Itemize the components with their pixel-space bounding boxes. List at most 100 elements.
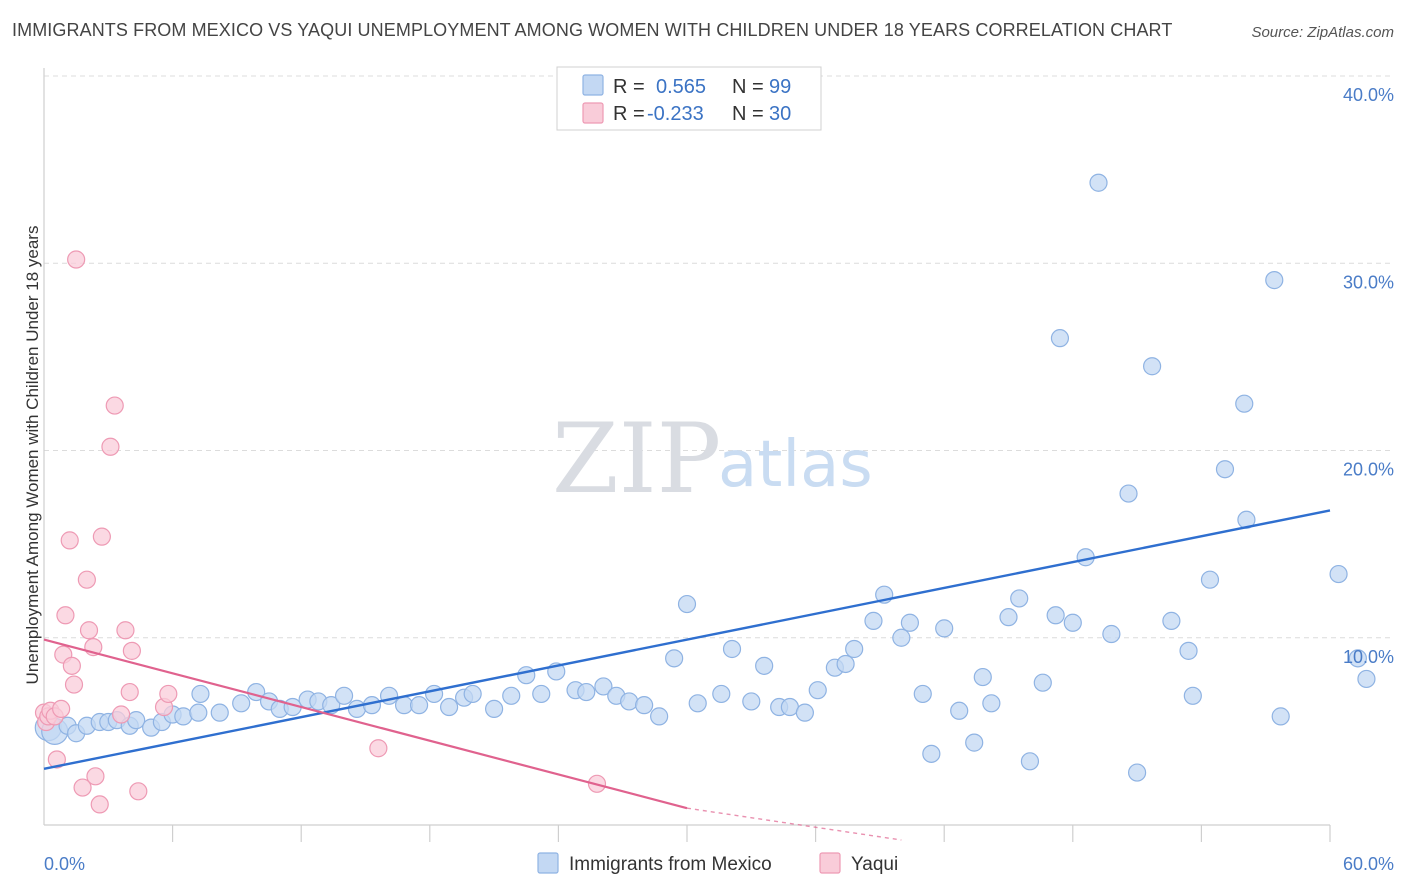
point-yaqui <box>92 527 111 546</box>
point-yaqui <box>67 250 86 269</box>
y-axis-label: Unemployment Among Women with Children U… <box>23 226 42 685</box>
point-mexico <box>1020 752 1040 771</box>
point-mexico <box>965 733 984 752</box>
point-mexico <box>1102 624 1121 644</box>
point-mexico <box>1127 763 1147 782</box>
point-mexico <box>1089 173 1108 192</box>
point-mexico <box>635 696 654 715</box>
point-mexico <box>594 677 613 696</box>
point-mexico <box>1143 357 1162 376</box>
point-mexico <box>1046 606 1065 625</box>
point-yaqui <box>120 682 139 702</box>
x-tick-label-min: 0.0% <box>44 854 85 874</box>
legend-r-value-yaqui: -0.233 <box>647 103 704 125</box>
point-mexico <box>722 639 742 659</box>
point-yaqui <box>56 606 75 625</box>
correlation-legend: R = 0.565 N = 99 R = -0.233 N = 30 <box>556 66 822 131</box>
point-mexico <box>424 684 444 704</box>
x-tick-label-max: 60.0% <box>1343 854 1394 874</box>
trend-lines <box>43 509 1331 841</box>
point-mexico <box>999 608 1018 627</box>
point-yaqui <box>62 656 81 675</box>
trend-line-mexico <box>43 509 1331 771</box>
point-mexico <box>845 639 864 659</box>
point-mexico <box>1235 394 1254 413</box>
point-mexico <box>1200 570 1220 589</box>
point-yaqui <box>64 675 84 694</box>
trend-line-yaqui-extension <box>686 807 902 841</box>
y-tick-label: 10.0% <box>1343 647 1394 667</box>
watermark-atlas: atlas <box>718 428 873 502</box>
point-mexico <box>409 696 429 715</box>
source-credit: Source: ZipAtlas.com <box>1251 24 1394 41</box>
x-tick-labels: 0.0% 60.0% <box>44 854 1394 874</box>
point-yaqui <box>101 437 120 456</box>
point-yaqui <box>47 750 66 769</box>
point-mexico <box>1348 649 1367 668</box>
point-mexico <box>232 694 251 713</box>
point-yaqui <box>159 684 178 704</box>
point-yaqui <box>77 570 96 589</box>
watermark: ZIP atlas <box>552 403 873 515</box>
point-yaqui <box>369 739 388 758</box>
legend-r-label-mexico: R = <box>613 76 645 98</box>
point-mexico <box>836 654 855 674</box>
point-mexico <box>517 666 536 685</box>
point-yaqui <box>112 705 131 724</box>
gridlines <box>44 75 1394 639</box>
point-mexico <box>742 692 761 711</box>
point-mexico <box>463 684 482 704</box>
point-mexico <box>1271 707 1290 726</box>
point-mexico <box>189 703 208 722</box>
series-swatch-yaqui <box>819 852 841 874</box>
legend-r-value-mexico: 0.565 <box>656 76 706 98</box>
point-mexico <box>1183 686 1202 705</box>
legend-swatch-mexico <box>582 74 604 96</box>
point-mexico <box>973 667 992 687</box>
point-mexico <box>1329 564 1348 584</box>
point-mexico <box>1033 673 1052 692</box>
legend-r-label-yaqui: R = <box>613 103 645 125</box>
point-mexico <box>1357 669 1376 689</box>
legend-n-label-mexico: N = <box>732 76 764 98</box>
point-mexico <box>577 682 596 702</box>
point-yaqui <box>116 621 135 640</box>
axes <box>43 68 1331 842</box>
series-label-mexico: Immigrants from Mexico <box>569 854 772 875</box>
point-mexico <box>688 694 707 713</box>
legend-swatch-yaqui <box>582 102 604 124</box>
point-mexico <box>191 684 210 704</box>
point-mexico <box>334 686 354 705</box>
point-mexico <box>532 684 551 704</box>
point-mexico <box>900 613 920 632</box>
watermark-zip: ZIP <box>552 403 721 515</box>
point-yaqui <box>73 778 92 797</box>
point-mexico <box>502 686 521 705</box>
point-mexico <box>485 699 504 719</box>
point-mexico <box>210 703 229 722</box>
point-mexico <box>922 744 941 763</box>
point-mexico <box>174 707 193 726</box>
point-mexico <box>1063 613 1082 632</box>
point-mexico <box>677 594 697 614</box>
series-label-yaqui: Yaqui <box>851 854 898 875</box>
point-mexico <box>620 692 639 711</box>
point-yaqui <box>60 531 79 550</box>
point-mexico <box>1179 641 1198 660</box>
y-tick-label: 30.0% <box>1343 272 1394 292</box>
point-mexico <box>935 619 954 638</box>
point-mexico <box>1215 460 1235 479</box>
point-yaqui <box>122 641 141 660</box>
point-mexico <box>347 699 367 719</box>
y-tick-label: 40.0% <box>1343 85 1394 105</box>
series-swatch-mexico <box>537 852 559 874</box>
point-yaqui <box>79 621 99 640</box>
point-yaqui <box>129 782 148 801</box>
point-yaqui <box>86 767 105 786</box>
y-tick-label: 20.0% <box>1343 460 1394 480</box>
point-mexico <box>808 681 827 700</box>
point-mexico <box>665 649 684 668</box>
point-mexico <box>439 697 459 717</box>
point-mexico <box>650 707 669 726</box>
